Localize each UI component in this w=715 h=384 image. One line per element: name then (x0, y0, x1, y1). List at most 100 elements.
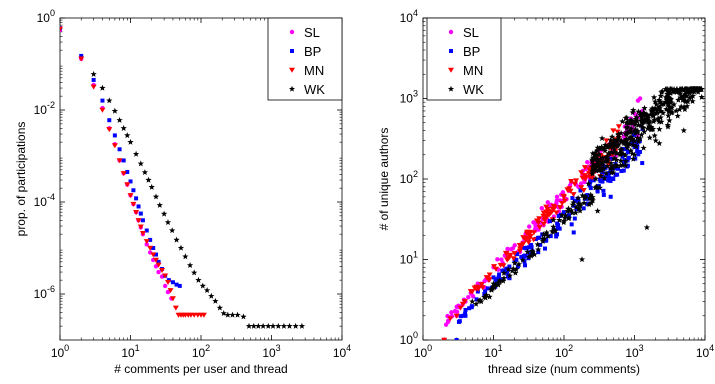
data-point (535, 246, 542, 253)
data-point (575, 200, 582, 207)
y-axis-label: prop. of participations (14, 122, 28, 237)
legend-label-mn: MN (463, 63, 483, 78)
data-point (589, 163, 597, 170)
data-point (519, 254, 524, 259)
data-point (543, 229, 550, 236)
data-point (151, 246, 156, 250)
series-wk (90, 70, 306, 329)
data-point (485, 286, 490, 291)
data-point (496, 277, 503, 284)
data-point (670, 88, 678, 95)
data-point (632, 129, 639, 136)
data-point (99, 107, 106, 113)
data-point (275, 322, 282, 329)
data-point (159, 267, 166, 273)
data-point (666, 94, 673, 101)
data-point (516, 243, 523, 249)
data-point (601, 192, 606, 197)
data-point (147, 245, 154, 251)
data-point (659, 88, 666, 95)
data-point (599, 154, 606, 161)
data-point (148, 237, 153, 242)
data-point (486, 272, 493, 278)
data-point (524, 245, 529, 250)
data-point (598, 155, 605, 162)
data-point (515, 261, 523, 267)
data-point (673, 86, 681, 92)
data-point (656, 98, 664, 105)
data-point (598, 143, 605, 150)
data-point (220, 310, 227, 316)
data-point (522, 237, 529, 243)
data-point (608, 169, 615, 176)
data-point (507, 264, 512, 269)
data-point (587, 191, 594, 198)
data-point (571, 230, 576, 235)
data-point (255, 322, 262, 329)
data-point (500, 274, 508, 281)
data-point (453, 313, 460, 319)
data-point (156, 259, 161, 264)
data-point (479, 285, 486, 291)
data-point (600, 179, 605, 184)
legend-label-sl: SL (304, 25, 320, 40)
legend-box (267, 17, 343, 101)
data-point (496, 275, 501, 280)
data-point (504, 257, 511, 263)
data-point (161, 210, 168, 217)
data-point (600, 164, 607, 171)
data-point (610, 128, 617, 134)
data-point (486, 293, 493, 300)
data-point (529, 247, 536, 254)
data-point (603, 162, 611, 169)
legend-label-bp: BP (304, 44, 321, 59)
data-point (99, 84, 106, 91)
data-point (536, 250, 541, 255)
data-point (585, 160, 590, 165)
data-point (182, 253, 189, 260)
data-point (656, 140, 663, 147)
data-point (610, 142, 617, 149)
data-point (148, 183, 155, 190)
data-point (608, 148, 615, 155)
data-point (441, 337, 448, 340)
data-point (632, 115, 639, 122)
data-point (626, 155, 631, 160)
data-point (572, 198, 577, 203)
data-point (497, 262, 504, 268)
data-point (106, 127, 113, 133)
data-point (172, 305, 179, 311)
data-point (578, 181, 584, 186)
data-point (664, 86, 672, 92)
data-point (154, 252, 159, 257)
data-point (632, 118, 639, 125)
data-point (657, 92, 665, 99)
data-point (658, 108, 665, 115)
data-point (165, 289, 171, 295)
data-point (643, 111, 650, 118)
data-point (647, 111, 654, 118)
legend-marker-wk (288, 85, 296, 92)
data-point (596, 184, 603, 191)
data-point (550, 207, 557, 213)
data-point (641, 128, 648, 135)
data-point (666, 103, 673, 110)
legend-marker-bp (290, 49, 294, 53)
data-point (625, 149, 630, 154)
data-point (611, 148, 618, 155)
x-tick-label: 100 (51, 343, 69, 360)
x-tick-label: 101 (121, 343, 139, 360)
data-point (626, 129, 634, 135)
data-point (528, 250, 533, 255)
data-point (459, 301, 466, 307)
data-point (559, 201, 566, 207)
data-point (449, 310, 454, 315)
data-point (627, 147, 634, 154)
data-point (620, 154, 625, 159)
data-point (618, 129, 625, 136)
data-point (589, 169, 596, 176)
data-point (622, 160, 627, 165)
x-tick-label: 100 (414, 343, 432, 360)
data-point (578, 185, 585, 191)
